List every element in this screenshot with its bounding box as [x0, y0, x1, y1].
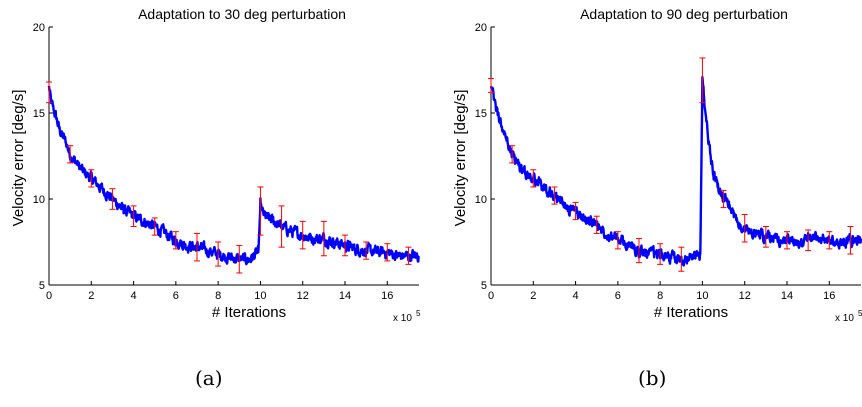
x-axis-label: # Iterations	[654, 304, 728, 321]
x-tick-label: 6	[173, 290, 179, 302]
error-bar	[572, 201, 579, 221]
x-tick-label: 4	[131, 290, 137, 302]
x-tick-label: 8	[215, 290, 221, 302]
error-bar	[88, 169, 95, 188]
x-multiplier-exponent: 5	[416, 309, 421, 318]
error-bar	[614, 231, 621, 250]
error-bar	[215, 241, 222, 267]
chart-title: Adaptation to 90 deg perturbation	[580, 6, 788, 22]
chart-b: Adaptation to 90 deg perturbation 0 2 4 6 8 10…	[452, 6, 862, 324]
y-tick-label: 20	[33, 22, 45, 34]
error-bar	[657, 243, 664, 265]
error-bar	[551, 186, 558, 205]
error-bar	[172, 231, 179, 250]
y-axis-label: Velocity error [deg/s]	[452, 90, 469, 227]
x-tick-label: 14	[781, 290, 793, 302]
x-tick-label: 16	[823, 290, 835, 302]
y-tick-label: 15	[33, 108, 45, 120]
error-bar	[847, 226, 854, 255]
error-bar	[509, 145, 516, 164]
chart-a: Adaptation to 30 deg perturbation 0 2 4 6 8 10…	[10, 6, 421, 324]
error-bar	[109, 188, 116, 210]
error-bar	[762, 226, 769, 248]
error-bar	[342, 234, 348, 257]
x-tick-label: 8	[657, 290, 663, 302]
error-bar	[236, 244, 243, 274]
y-axis-label: Velocity error [deg/s]	[10, 90, 27, 227]
error-bar	[593, 215, 600, 234]
error-bar	[130, 205, 137, 228]
error-bar	[530, 169, 537, 188]
error-bar	[636, 238, 642, 264]
x-tick-label: 4	[573, 290, 579, 302]
error-bar	[805, 229, 812, 252]
error-bar	[741, 213, 748, 243]
x-multiplier-label: x 10	[835, 313, 854, 324]
error-bar	[299, 220, 306, 250]
x-tick-label: 14	[339, 290, 351, 302]
x-tick-label: 0	[488, 290, 494, 302]
error-bar	[151, 217, 158, 236]
error-bar	[363, 241, 370, 260]
x-tick-label: 12	[297, 290, 309, 302]
x-tick-label: 2	[88, 290, 94, 302]
x-tick-label: 12	[739, 290, 751, 302]
error-bar	[784, 231, 790, 250]
error-bar	[405, 246, 412, 265]
y-tick-label: 5	[39, 280, 45, 292]
series-line	[489, 75, 862, 267]
y-tick-label: 20	[475, 22, 487, 34]
caption-b: (b)	[638, 366, 667, 390]
error-bar	[384, 243, 391, 262]
error-bar	[194, 232, 200, 262]
error-bar	[46, 81, 52, 104]
error-bar	[678, 246, 685, 272]
x-tick-label: 2	[530, 290, 536, 302]
chart-title: Adaptation to 30 deg perturbation	[138, 6, 346, 22]
y-tick-label: 15	[475, 108, 487, 120]
error-bar	[720, 189, 727, 209]
error-bar	[699, 57, 706, 104]
caption-a: (a)	[195, 366, 223, 390]
x-multiplier-label: x 10	[393, 313, 412, 324]
x-tick-label: 10	[696, 290, 708, 302]
y-tick-label: 10	[33, 194, 45, 206]
x-tick-label: 6	[615, 290, 621, 302]
x-multiplier-exponent: 5	[858, 309, 862, 318]
x-tick-label: 0	[46, 290, 52, 302]
x-tick-label: 16	[381, 290, 393, 302]
error-bar	[278, 205, 285, 248]
error-bar	[488, 78, 494, 93]
series-line	[47, 85, 420, 266]
x-axis-label: # Iterations	[212, 304, 286, 321]
error-bar	[67, 145, 74, 164]
y-tick-label: 5	[481, 280, 487, 292]
error-bar	[257, 186, 264, 236]
x-tick-label: 10	[254, 290, 266, 302]
error-bar	[826, 231, 833, 250]
y-tick-label: 10	[475, 194, 487, 206]
error-bar	[320, 220, 327, 257]
